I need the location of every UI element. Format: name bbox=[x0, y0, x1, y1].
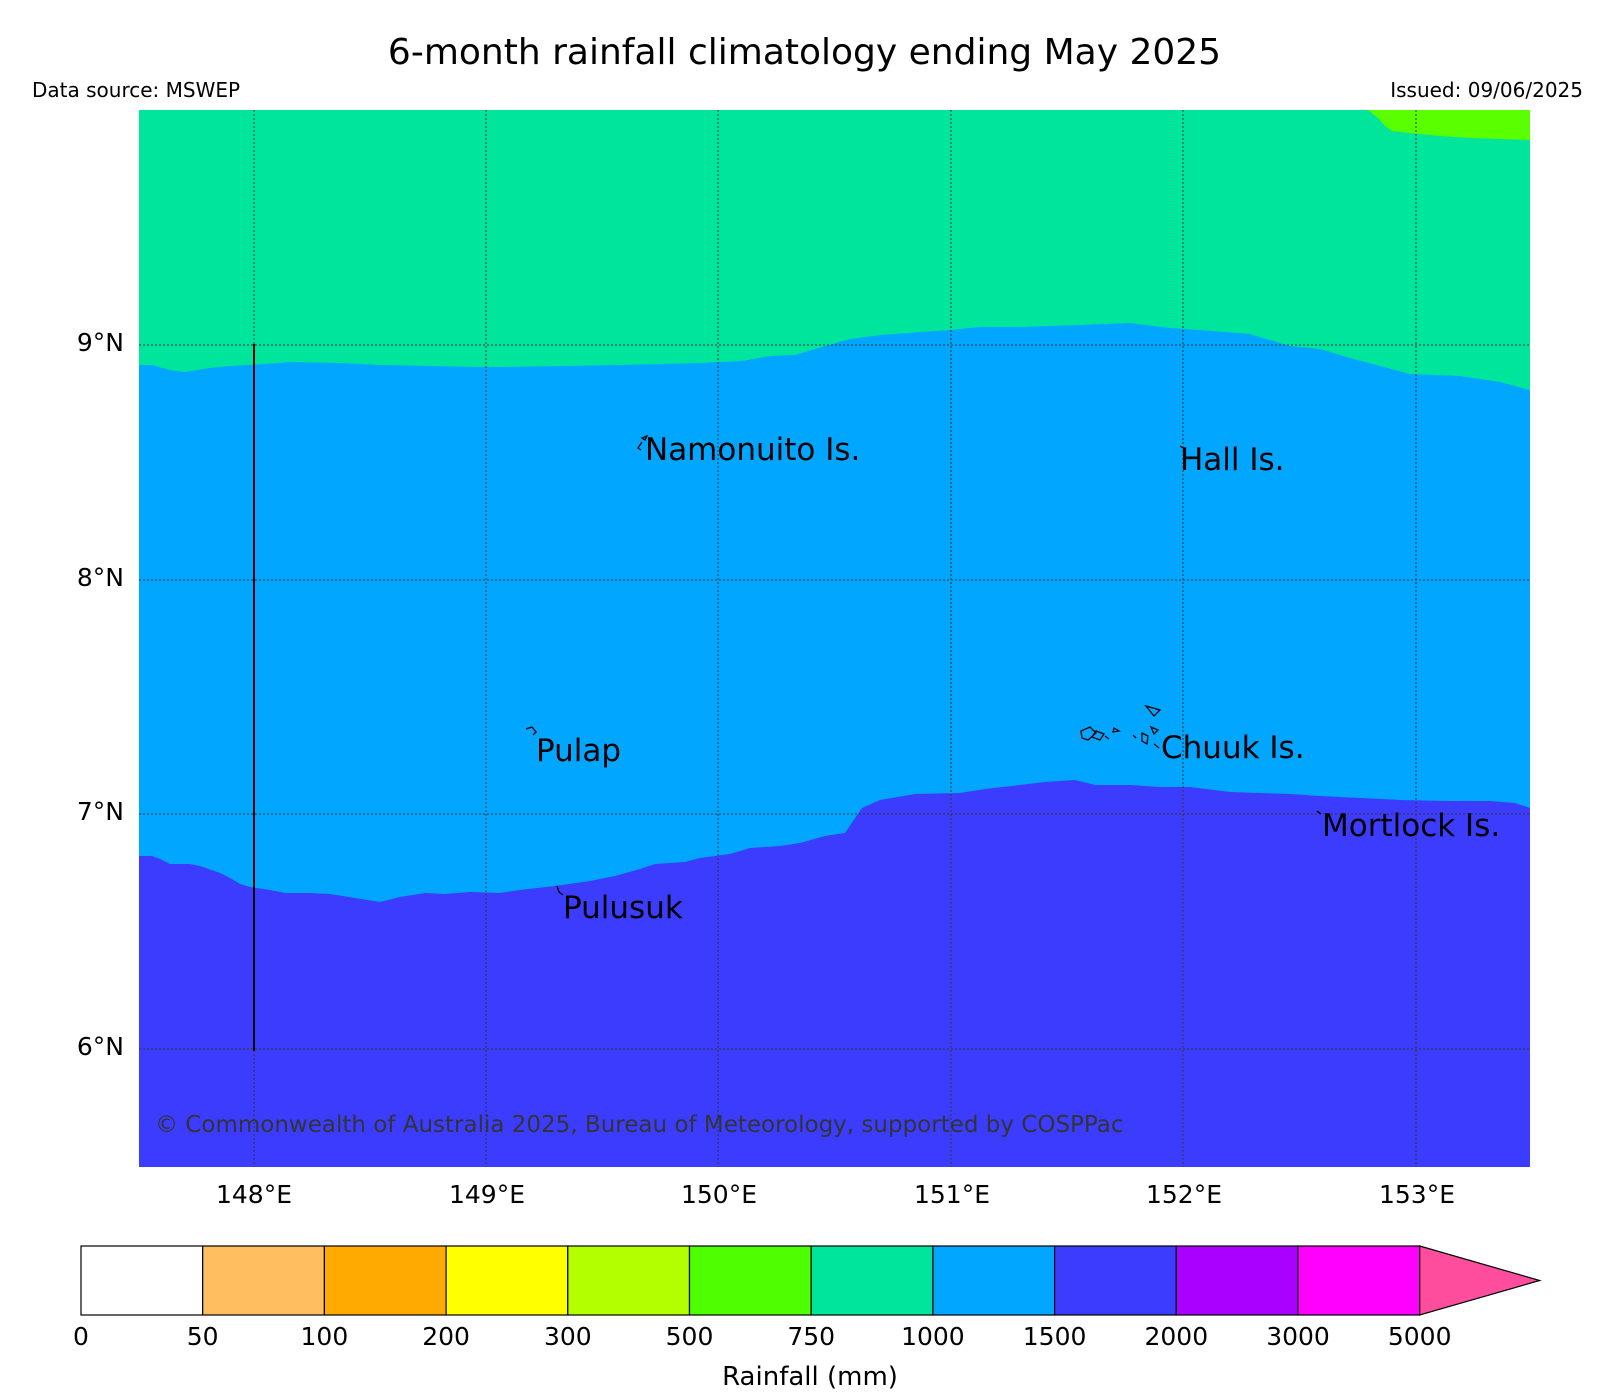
colorbar-tick-label: 50 bbox=[186, 1322, 219, 1351]
colorbar-tick-label: 1000 bbox=[901, 1322, 965, 1351]
region-750-1000 bbox=[139, 110, 1530, 390]
colorbar-tick-label: 750 bbox=[787, 1322, 836, 1351]
region-1500-2000 bbox=[139, 780, 1530, 1167]
colorbar-swatch bbox=[688, 1245, 812, 1316]
colorbar-tick-label: 5000 bbox=[1387, 1322, 1452, 1351]
colorbar-swatch bbox=[1053, 1245, 1177, 1316]
lat-tick-6n: 6°N bbox=[76, 1032, 124, 1061]
colorbar-swatch bbox=[932, 1245, 1056, 1316]
lat-tick-8n: 8°N bbox=[76, 563, 124, 592]
island-outlines bbox=[525, 434, 1322, 896]
place-label-chuuk: Chuuk Is. bbox=[1161, 730, 1305, 766]
lon-tick-149e: 149°E bbox=[448, 1180, 525, 1209]
colorbar-tick-label: 1500 bbox=[1022, 1322, 1087, 1351]
colorbar-tick-label: 100 bbox=[300, 1322, 349, 1351]
lat-tick-9n: 9°N bbox=[76, 328, 124, 357]
issued-date: Issued: 09/06/2025 bbox=[1390, 78, 1583, 102]
colorbar-tick-label: 500 bbox=[665, 1322, 714, 1351]
colorbar-title: Rainfall (mm) bbox=[722, 1362, 898, 1392]
colorbar bbox=[80, 1245, 1542, 1316]
lon-tick-148e: 148°E bbox=[215, 1180, 292, 1209]
place-label-pulusuk: Pulusuk bbox=[563, 890, 683, 926]
colorbar-swatch bbox=[445, 1245, 569, 1316]
colorbar-swatch bbox=[80, 1245, 204, 1316]
place-label-namonuito: Namonuito Is. bbox=[645, 432, 861, 468]
colorbar-tick-label: 3000 bbox=[1266, 1322, 1330, 1351]
lon-tick-151e: 151°E bbox=[913, 1180, 990, 1209]
colorbar-swatch bbox=[1297, 1245, 1421, 1316]
place-label-hall: Hall Is. bbox=[1180, 442, 1285, 478]
colorbar-swatch bbox=[323, 1245, 447, 1316]
lon-tick-152e: 152°E bbox=[1145, 1180, 1222, 1209]
lon-tick-153e: 153°E bbox=[1378, 1180, 1455, 1209]
colorbar-swatch bbox=[567, 1245, 691, 1316]
colorbar-tick-label: 2000 bbox=[1144, 1322, 1209, 1351]
lat-tick-7n: 7°N bbox=[76, 797, 124, 826]
map-title: 6-month rainfall climatology ending May … bbox=[387, 32, 1222, 73]
colorbar-swatch bbox=[810, 1245, 934, 1316]
colorbar-tick-label: 200 bbox=[422, 1322, 470, 1351]
data-source: Data source: MSWEP bbox=[32, 78, 241, 102]
copyright-notice: © Commonwealth of Australia 2025, Bureau… bbox=[155, 1112, 1124, 1138]
place-label-mortlock: Mortlock Is. bbox=[1322, 808, 1501, 844]
colorbar-swatch bbox=[1175, 1245, 1299, 1316]
colorbar-tick-label: 0 bbox=[73, 1322, 89, 1351]
region-500-750 bbox=[1368, 110, 1530, 140]
place-label-pulap: Pulap bbox=[536, 733, 622, 769]
colorbar-tick-label: 300 bbox=[543, 1322, 592, 1351]
lon-tick-150e: 150°E bbox=[680, 1180, 757, 1209]
colorbar-extend-triangle bbox=[1419, 1245, 1542, 1316]
colorbar-swatch bbox=[202, 1245, 325, 1316]
